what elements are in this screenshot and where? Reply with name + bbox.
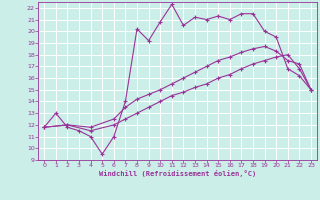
X-axis label: Windchill (Refroidissement éolien,°C): Windchill (Refroidissement éolien,°C) — [99, 170, 256, 177]
